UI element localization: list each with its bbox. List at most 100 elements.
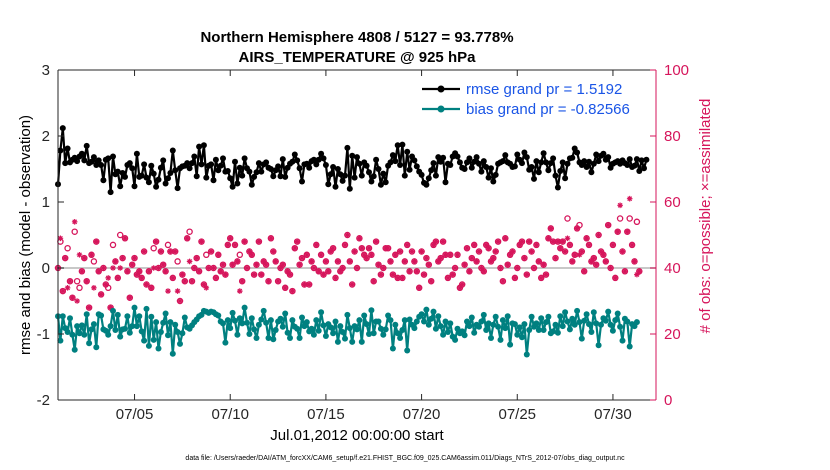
rmse-point <box>327 171 334 178</box>
assimilated-obs-point <box>624 228 631 235</box>
assimilated-obs-point <box>512 275 518 281</box>
bias-point <box>490 321 497 328</box>
bias-point <box>543 319 549 326</box>
assimilated-obs-point <box>148 285 155 291</box>
bias-point <box>559 323 566 330</box>
rmse-point <box>586 158 592 165</box>
bias-point <box>346 325 353 332</box>
bias-point <box>267 317 274 324</box>
assimilated-obs-point <box>60 288 66 294</box>
assimilated-obs-point <box>397 248 403 255</box>
assimilated-obs-point <box>483 242 489 248</box>
assimilated-obs-point <box>62 255 68 261</box>
rmse-point <box>133 150 140 157</box>
rmse-point <box>480 158 487 165</box>
bias-point <box>444 329 451 335</box>
rmse-point <box>110 153 116 160</box>
assimilated-obs-point <box>127 294 133 301</box>
bias-point <box>382 326 389 333</box>
assimilated-obs-point <box>237 288 243 294</box>
bias-point <box>588 329 595 335</box>
bias-point <box>375 318 382 325</box>
assimilated-obs-point <box>67 278 73 284</box>
rmse-point <box>227 175 234 182</box>
rmse-point <box>557 168 564 174</box>
bias-point <box>279 323 286 330</box>
rmse-point <box>535 169 542 176</box>
assimilated-obs-point <box>213 275 219 281</box>
rmse-point <box>605 154 612 161</box>
assimilated-obs-point <box>457 285 463 291</box>
rmse-point <box>291 151 298 158</box>
bias-point <box>624 318 631 325</box>
assimilated-obs-point <box>521 255 528 261</box>
bias-point <box>387 317 394 324</box>
rmse-point <box>208 161 215 168</box>
rmse-point <box>126 160 133 167</box>
rmse-point <box>377 181 384 188</box>
assimilated-obs-point <box>509 248 516 255</box>
rmse-point <box>442 179 449 186</box>
bias-point <box>578 335 585 342</box>
assimilated-obs-point <box>289 288 296 294</box>
assimilated-obs-point <box>323 258 329 265</box>
chart-subtitle: AIRS_TEMPERATURE @ 925 hPa <box>239 49 477 66</box>
y-axis-label-left: rmse and bias (model - observation) <box>17 115 34 355</box>
assimilated-obs-point <box>69 294 76 301</box>
assimilated-obs-point <box>198 238 205 245</box>
rmse-point <box>490 178 497 185</box>
bias-point <box>172 321 179 328</box>
rmse-point <box>143 174 150 181</box>
y-tick-label-left: -2 <box>37 392 50 409</box>
assimilated-obs-point <box>366 245 372 251</box>
bias-point <box>354 326 360 333</box>
assimilated-obs-point <box>423 255 430 261</box>
assimilated-obs-point <box>598 248 604 255</box>
bias-point <box>464 318 470 325</box>
bias-point <box>480 311 487 318</box>
rmse-point <box>253 169 260 176</box>
assimilated-obs-point <box>74 298 80 304</box>
bias-point <box>401 317 408 324</box>
rmse-point <box>212 156 219 163</box>
x-tick-label: 07/05 <box>116 406 154 423</box>
bias-point <box>442 318 449 325</box>
bias-point <box>220 320 226 327</box>
assimilated-obs-point <box>454 252 461 258</box>
bias-point <box>471 329 478 336</box>
rmse-point <box>236 164 243 171</box>
bias-point <box>322 333 329 339</box>
assimilated-obs-point <box>576 252 583 258</box>
bias-point <box>602 317 609 324</box>
bias-point <box>330 330 337 337</box>
bias-point <box>574 307 581 314</box>
rmse-point <box>59 125 66 132</box>
y-tick-label-right: 100 <box>664 62 689 79</box>
y-tick-label-right: 60 <box>664 194 681 211</box>
bias-point <box>244 319 250 326</box>
y-ticks-left: -2 -1 0 1 2 3 <box>37 62 64 409</box>
rmse-point <box>550 155 557 162</box>
assimilated-obs-point <box>533 242 540 248</box>
rmse-point <box>394 142 401 149</box>
bias-point <box>232 317 238 324</box>
assimilated-obs-point <box>313 242 320 248</box>
assimilated-obs-point <box>311 265 317 271</box>
possible-obs-point <box>64 244 71 252</box>
bias-point <box>59 313 66 320</box>
rmse-point <box>351 174 358 181</box>
rmse-point <box>543 159 549 166</box>
assimilated-obs-point <box>466 268 473 275</box>
assimilated-obs-point <box>217 268 224 275</box>
x-axis-label: Jul.01,2012 00:00:00 start <box>270 427 444 444</box>
assimilated-obs-point <box>349 281 355 288</box>
bias-point <box>485 320 492 327</box>
assimilated-obs-point <box>528 248 535 255</box>
rmse-point <box>155 176 162 183</box>
bias-point <box>528 313 535 320</box>
bias-point <box>538 315 545 322</box>
bias-point <box>432 325 439 332</box>
bias-point <box>418 311 425 318</box>
assimilated-obs-point <box>95 268 102 275</box>
assimilated-obs-point <box>105 275 111 281</box>
